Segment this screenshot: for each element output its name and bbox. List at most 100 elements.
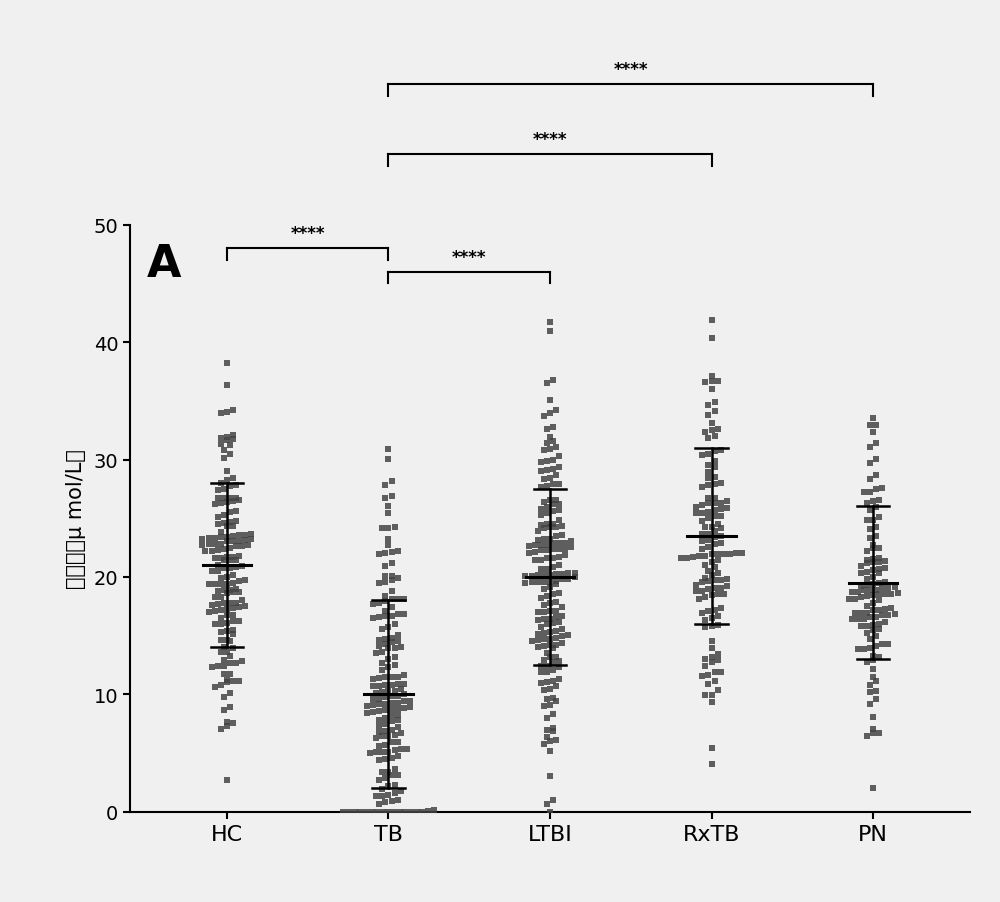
Point [862, 697, 878, 712]
Point [719, 579, 735, 594]
Point [371, 697, 387, 712]
Point [865, 538, 881, 552]
Point [392, 805, 408, 819]
Point [213, 625, 229, 640]
Point [225, 716, 241, 731]
Point [231, 614, 247, 629]
Point [213, 633, 229, 648]
Point [384, 601, 400, 615]
Point [216, 542, 232, 557]
Point [365, 597, 381, 612]
Point [868, 469, 884, 483]
Point [545, 420, 561, 435]
Point [377, 632, 393, 647]
Point [868, 640, 884, 654]
Point [868, 520, 884, 535]
Point [700, 534, 716, 548]
Point [399, 741, 415, 756]
Point [713, 602, 729, 616]
Point [862, 472, 878, 486]
Point [707, 530, 723, 545]
Point [375, 805, 391, 819]
Point [710, 566, 726, 581]
Point [874, 609, 890, 623]
Point [704, 417, 720, 431]
Point [390, 708, 406, 723]
Point [536, 532, 552, 547]
Point [533, 502, 549, 516]
Point [713, 581, 729, 595]
Point [216, 508, 232, 522]
Point [862, 610, 878, 624]
Point [862, 641, 878, 656]
Point [700, 492, 716, 506]
Point [231, 529, 247, 543]
Point [409, 805, 425, 819]
Point [548, 679, 564, 694]
Point [216, 451, 232, 465]
Point [542, 650, 558, 665]
Point [697, 620, 713, 634]
Point [384, 670, 400, 685]
Point [397, 805, 413, 819]
Point [219, 645, 235, 659]
Point [710, 374, 726, 389]
Point [865, 726, 881, 741]
Point [539, 796, 555, 811]
Point [396, 695, 412, 709]
Point [859, 578, 875, 593]
Point [228, 478, 244, 492]
Point [707, 560, 723, 575]
Point [240, 538, 256, 553]
Point [545, 616, 561, 630]
Point [887, 580, 903, 594]
Point [222, 561, 238, 575]
Point [704, 374, 720, 389]
Point [213, 572, 229, 586]
Point [887, 607, 903, 621]
Point [380, 745, 396, 759]
Point [539, 723, 555, 737]
Point [219, 570, 235, 584]
Point [713, 529, 729, 544]
Point [551, 654, 567, 668]
Point [374, 788, 390, 803]
Point [213, 590, 229, 604]
Point [374, 521, 390, 536]
Point [219, 676, 235, 690]
Point [384, 677, 400, 692]
Point [210, 518, 226, 532]
Point [377, 546, 393, 560]
Point [707, 581, 723, 595]
Point [380, 779, 396, 794]
Point [868, 482, 884, 496]
Point [841, 592, 857, 606]
Point [707, 396, 723, 410]
Point [213, 497, 229, 511]
Point [548, 577, 564, 592]
Point [704, 548, 720, 562]
Point [359, 706, 375, 721]
Point [700, 446, 716, 461]
Point [545, 721, 561, 735]
Point [865, 623, 881, 638]
Point [219, 719, 235, 733]
Point [877, 615, 893, 630]
Point [551, 513, 567, 528]
Y-axis label: 血清鐵（μ mol/L）: 血清鐵（μ mol/L） [66, 449, 87, 588]
Point [542, 632, 558, 647]
Point [704, 331, 720, 345]
Point [524, 575, 540, 590]
Point [850, 584, 866, 599]
Point [710, 587, 726, 602]
Point [847, 592, 863, 606]
Point [859, 572, 875, 586]
Point [222, 491, 238, 505]
Point [380, 520, 396, 535]
Point [371, 671, 387, 686]
Point [700, 564, 716, 578]
Point [567, 570, 583, 584]
Point [222, 686, 238, 700]
Point [210, 483, 226, 498]
Point [219, 586, 235, 601]
